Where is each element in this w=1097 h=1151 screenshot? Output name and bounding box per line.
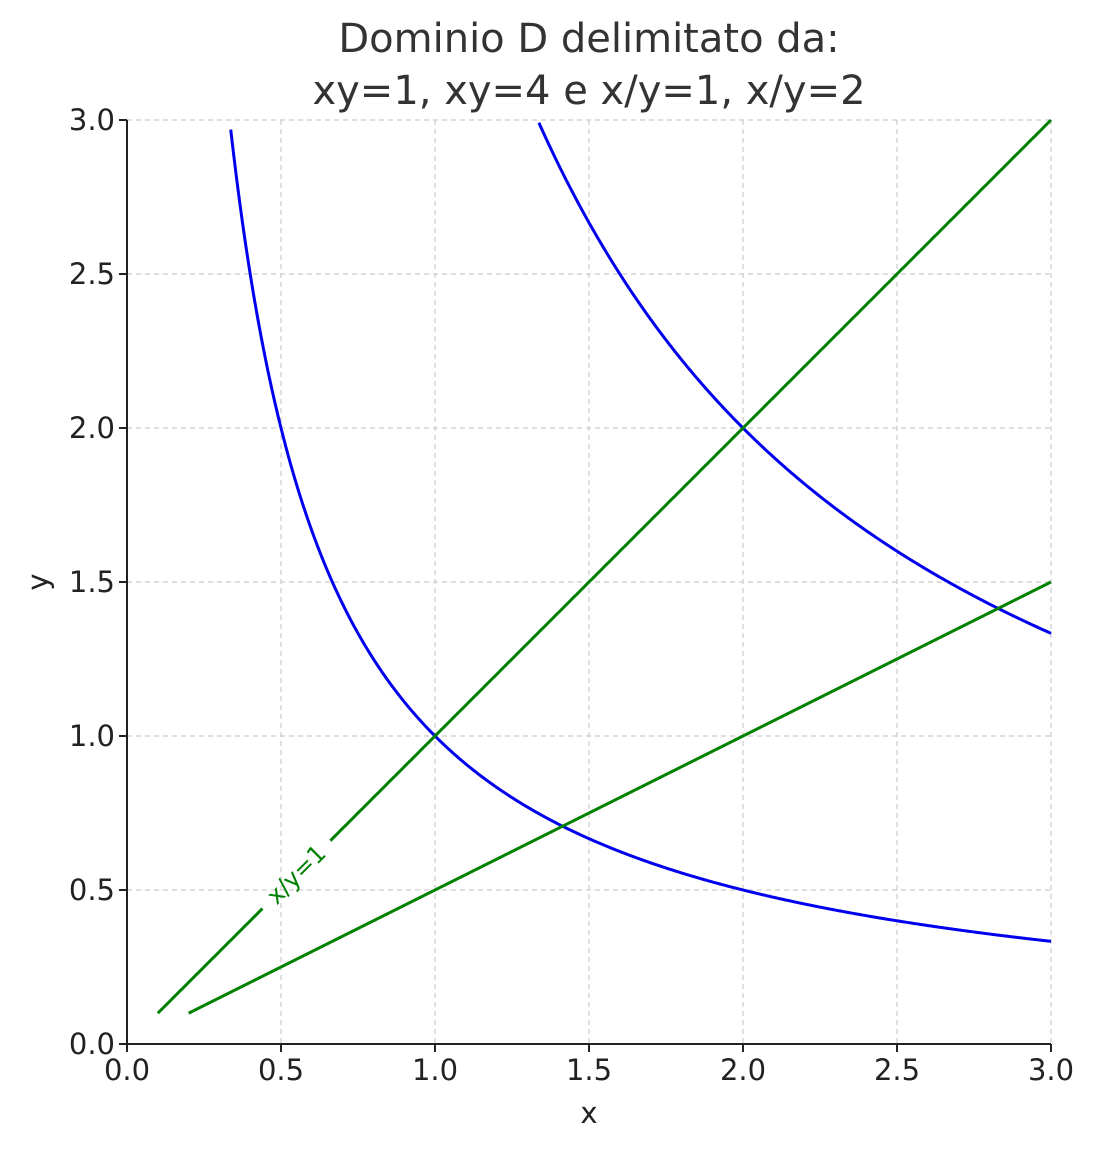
series-hyperbola-2 bbox=[537, 122, 1052, 635]
x-tick-label: 1.0 bbox=[412, 1053, 458, 1087]
series-line-3 bbox=[156, 118, 1053, 1015]
series-group bbox=[156, 118, 1053, 1015]
y-axis-label: y bbox=[21, 573, 55, 590]
chart-title-line-1: Dominio D delimitato da: bbox=[338, 16, 839, 62]
y-tick-label: 1.5 bbox=[69, 565, 115, 599]
ticks: 0.0 0.5 1.0 1.5 2.0 2.5 3.0 0.0 0.5 1.0 1.5 2.0 2.5 3… bbox=[69, 103, 1074, 1087]
x-axis-label: x bbox=[580, 1096, 597, 1130]
x-tick-label: 3.0 bbox=[1028, 1053, 1074, 1087]
y-tick-label: 1.0 bbox=[69, 719, 115, 753]
x-tick-label: 1.5 bbox=[566, 1053, 612, 1087]
x-tick-label: 2.0 bbox=[720, 1053, 766, 1087]
x-tick-label: 0.0 bbox=[104, 1053, 150, 1087]
y-tick-label: 2.0 bbox=[69, 411, 115, 445]
series-line-4 bbox=[187, 580, 1052, 1015]
y-tick-label: 3.0 bbox=[69, 103, 115, 137]
y-tick-label: 0.5 bbox=[69, 873, 115, 907]
y-tick-label: 0.0 bbox=[69, 1027, 115, 1061]
series-hyperbola-1 bbox=[229, 129, 1052, 943]
annotations: x/y=1 bbox=[261, 839, 332, 910]
y-tick-label: 2.5 bbox=[69, 257, 115, 291]
chart-title-line-2: xy=1, xy=4 e x/y=1, x/y=2 bbox=[312, 68, 865, 114]
x-tick-label: 2.5 bbox=[874, 1053, 920, 1087]
line-label: x/y=1 bbox=[261, 839, 332, 910]
x-tick-label: 0.5 bbox=[258, 1053, 304, 1087]
